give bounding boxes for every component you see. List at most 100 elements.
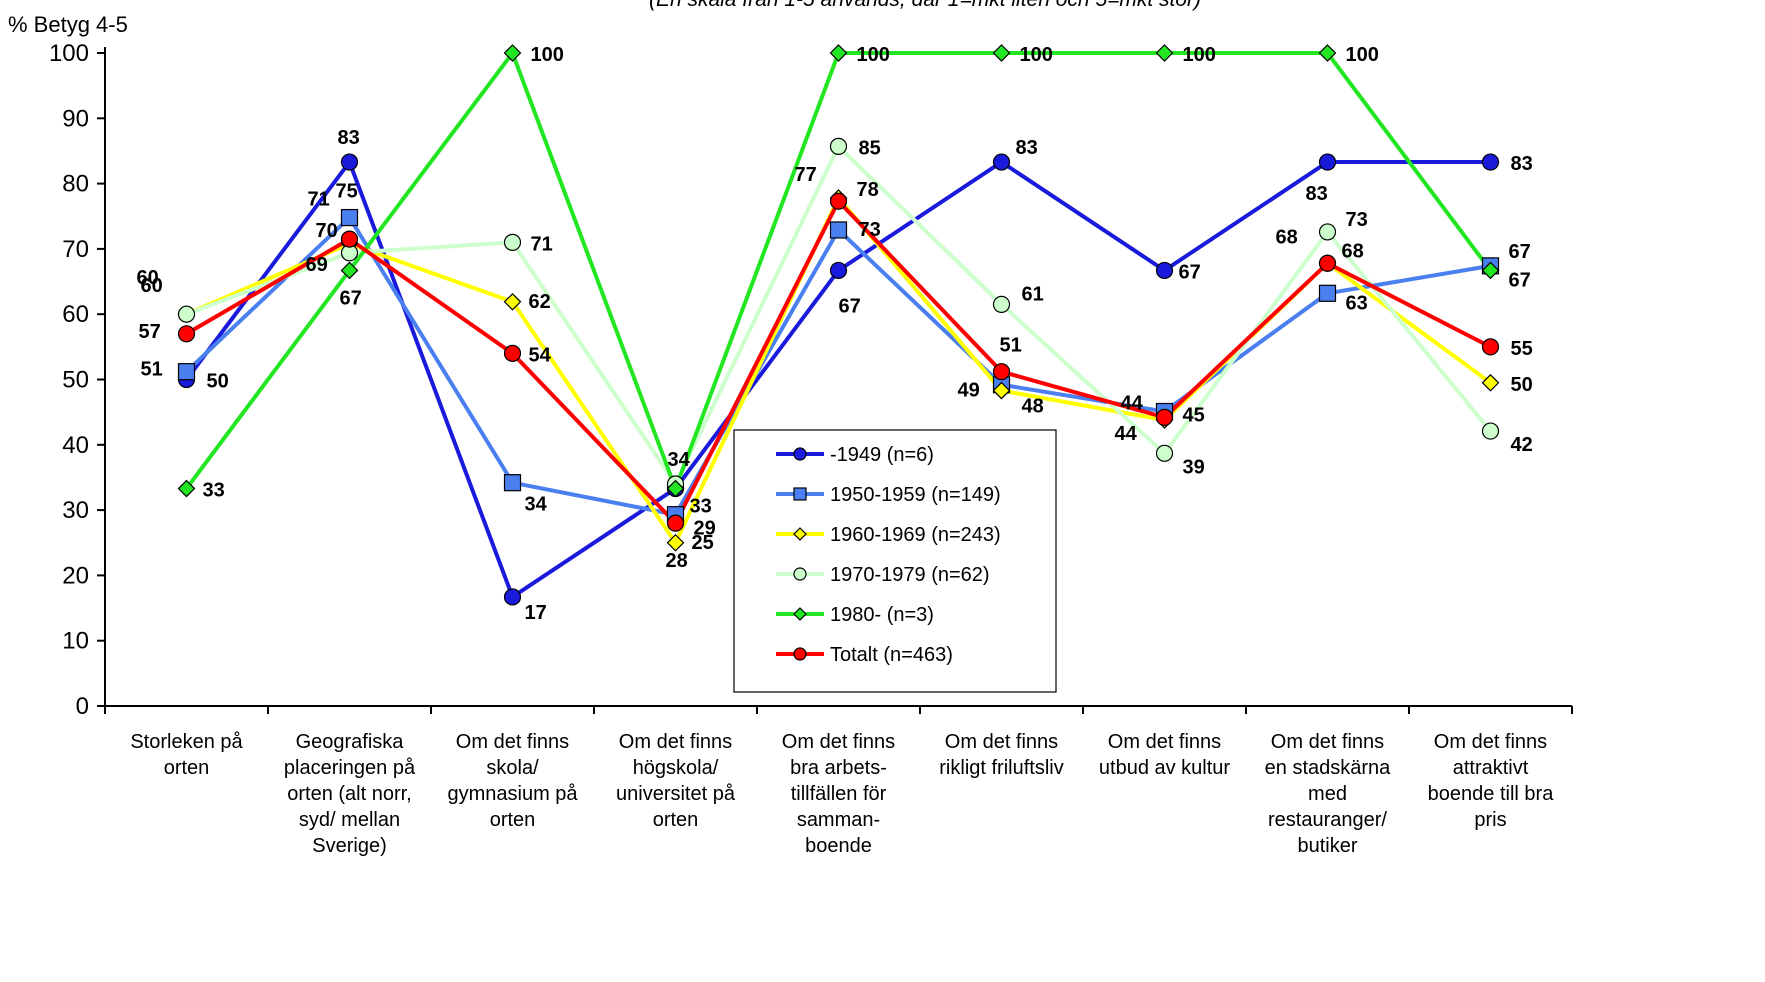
data-label: 68 xyxy=(1342,240,1364,262)
data-label: 33 xyxy=(690,496,712,518)
data-label: 85 xyxy=(859,137,881,159)
data-label: 67 xyxy=(839,295,861,317)
data-point xyxy=(994,364,1010,380)
legend-entry: 1950-1959 (n=149) xyxy=(830,484,1001,506)
y-tick-label: 30 xyxy=(62,497,89,524)
data-point xyxy=(1483,339,1499,355)
data-label: 100 xyxy=(1346,44,1379,66)
data-label: 34 xyxy=(525,494,548,516)
data-label: 17 xyxy=(525,602,547,624)
data-label: 55 xyxy=(1511,338,1533,360)
data-label: 49 xyxy=(958,380,980,402)
data-point xyxy=(831,138,847,154)
y-tick-label: 50 xyxy=(62,367,89,394)
data-label: 50 xyxy=(207,371,229,393)
data-label: 83 xyxy=(338,127,360,149)
data-label: 83 xyxy=(1306,183,1328,205)
data-label: 34 xyxy=(668,449,691,471)
data-point xyxy=(794,568,806,580)
data-label: 67 xyxy=(1179,261,1201,283)
data-label: 73 xyxy=(1346,209,1368,231)
data-label: 33 xyxy=(203,480,225,502)
data-label: 78 xyxy=(857,179,879,201)
data-point xyxy=(794,488,806,500)
data-label: 68 xyxy=(1276,226,1298,248)
x-category-label: Storleken på orten xyxy=(130,731,243,779)
data-label: 60 xyxy=(141,275,163,297)
data-label: 44 xyxy=(1115,423,1138,445)
data-label: 83 xyxy=(1511,153,1533,175)
data-label: 71 xyxy=(308,189,330,211)
data-point xyxy=(1320,224,1336,240)
data-label: 62 xyxy=(529,291,551,313)
data-point xyxy=(994,45,1010,61)
legend-entry: 1980- (n=3) xyxy=(830,604,934,626)
data-label: 45 xyxy=(1183,404,1205,426)
data-label: 25 xyxy=(692,532,714,554)
y-tick-label: 40 xyxy=(62,432,89,459)
data-label: 100 xyxy=(857,44,890,66)
data-point xyxy=(1157,45,1173,61)
data-label: 67 xyxy=(1509,269,1531,291)
data-point xyxy=(1157,262,1173,278)
data-label: 61 xyxy=(1022,283,1044,305)
data-label: 39 xyxy=(1183,456,1205,478)
x-category-label: Om det finns högskola/universitet på orten xyxy=(616,731,736,831)
x-category-label: Om det finns utbud av kultur xyxy=(1099,731,1231,779)
data-point xyxy=(342,231,358,247)
data-point xyxy=(994,154,1010,170)
chart-subtitle: (En skala från 1-5 används, där 1=mkt li… xyxy=(649,0,1201,11)
data-point xyxy=(505,234,521,250)
data-point xyxy=(1320,255,1336,271)
x-category-label: Om det finns en stadskärna med restauranger… xyxy=(1265,731,1392,857)
data-point xyxy=(342,154,358,170)
legend: -1949 (n=6) 1950-1959 (n=149) 1960-1969 (n… xyxy=(734,430,1056,692)
legend-entry: Totalt (n=463) xyxy=(830,644,953,666)
data-label: 100 xyxy=(1183,44,1216,66)
data-label: 71 xyxy=(531,233,553,255)
data-point xyxy=(794,448,806,460)
y-tick-label: 100 xyxy=(49,40,89,67)
x-category-label: Om det finns rikligt friluftsliv xyxy=(939,731,1063,779)
y-tick-label: 90 xyxy=(62,105,89,132)
legend-entry: 1970-1979 (n=62) xyxy=(830,564,990,586)
data-label: 67 xyxy=(1509,241,1531,263)
data-point xyxy=(505,475,521,491)
data-label: 54 xyxy=(529,344,552,366)
x-category-label: Om det finns attraktivt boende till bra pri… xyxy=(1428,731,1555,831)
y-axis-label: % Betyg 4-5 xyxy=(8,12,128,37)
y-tick-label: 60 xyxy=(62,301,89,328)
data-label: 100 xyxy=(531,44,564,66)
y-tick-label: 70 xyxy=(62,236,89,263)
y-tick-label: 20 xyxy=(62,562,89,589)
data-point xyxy=(505,589,521,605)
data-point xyxy=(831,262,847,278)
data-label: 51 xyxy=(141,359,163,381)
data-label: 51 xyxy=(1000,335,1022,357)
data-point xyxy=(1157,409,1173,425)
x-category-label: Om det finns bra arbets-tillfällen för sam… xyxy=(782,731,895,857)
data-label: 50 xyxy=(1511,374,1533,396)
x-category-label: Geografiska placeringen på orten (alt norr… xyxy=(284,731,416,857)
data-point xyxy=(342,210,358,226)
data-label: 48 xyxy=(1022,396,1044,418)
data-point xyxy=(1483,154,1499,170)
data-point xyxy=(831,222,847,238)
data-label: 73 xyxy=(859,219,881,241)
data-point xyxy=(1320,285,1336,301)
data-point xyxy=(831,193,847,209)
data-point xyxy=(179,326,195,342)
data-point xyxy=(668,515,684,531)
data-label: 77 xyxy=(795,164,817,186)
data-point xyxy=(794,648,806,660)
data-label: 28 xyxy=(666,550,688,572)
data-point xyxy=(179,306,195,322)
data-point xyxy=(505,345,521,361)
y-tick-label: 10 xyxy=(62,628,89,655)
data-label: 57 xyxy=(139,321,161,343)
data-point xyxy=(831,45,847,61)
y-tick-label: 80 xyxy=(62,171,89,198)
data-label: 70 xyxy=(316,220,338,242)
data-point xyxy=(1483,423,1499,439)
